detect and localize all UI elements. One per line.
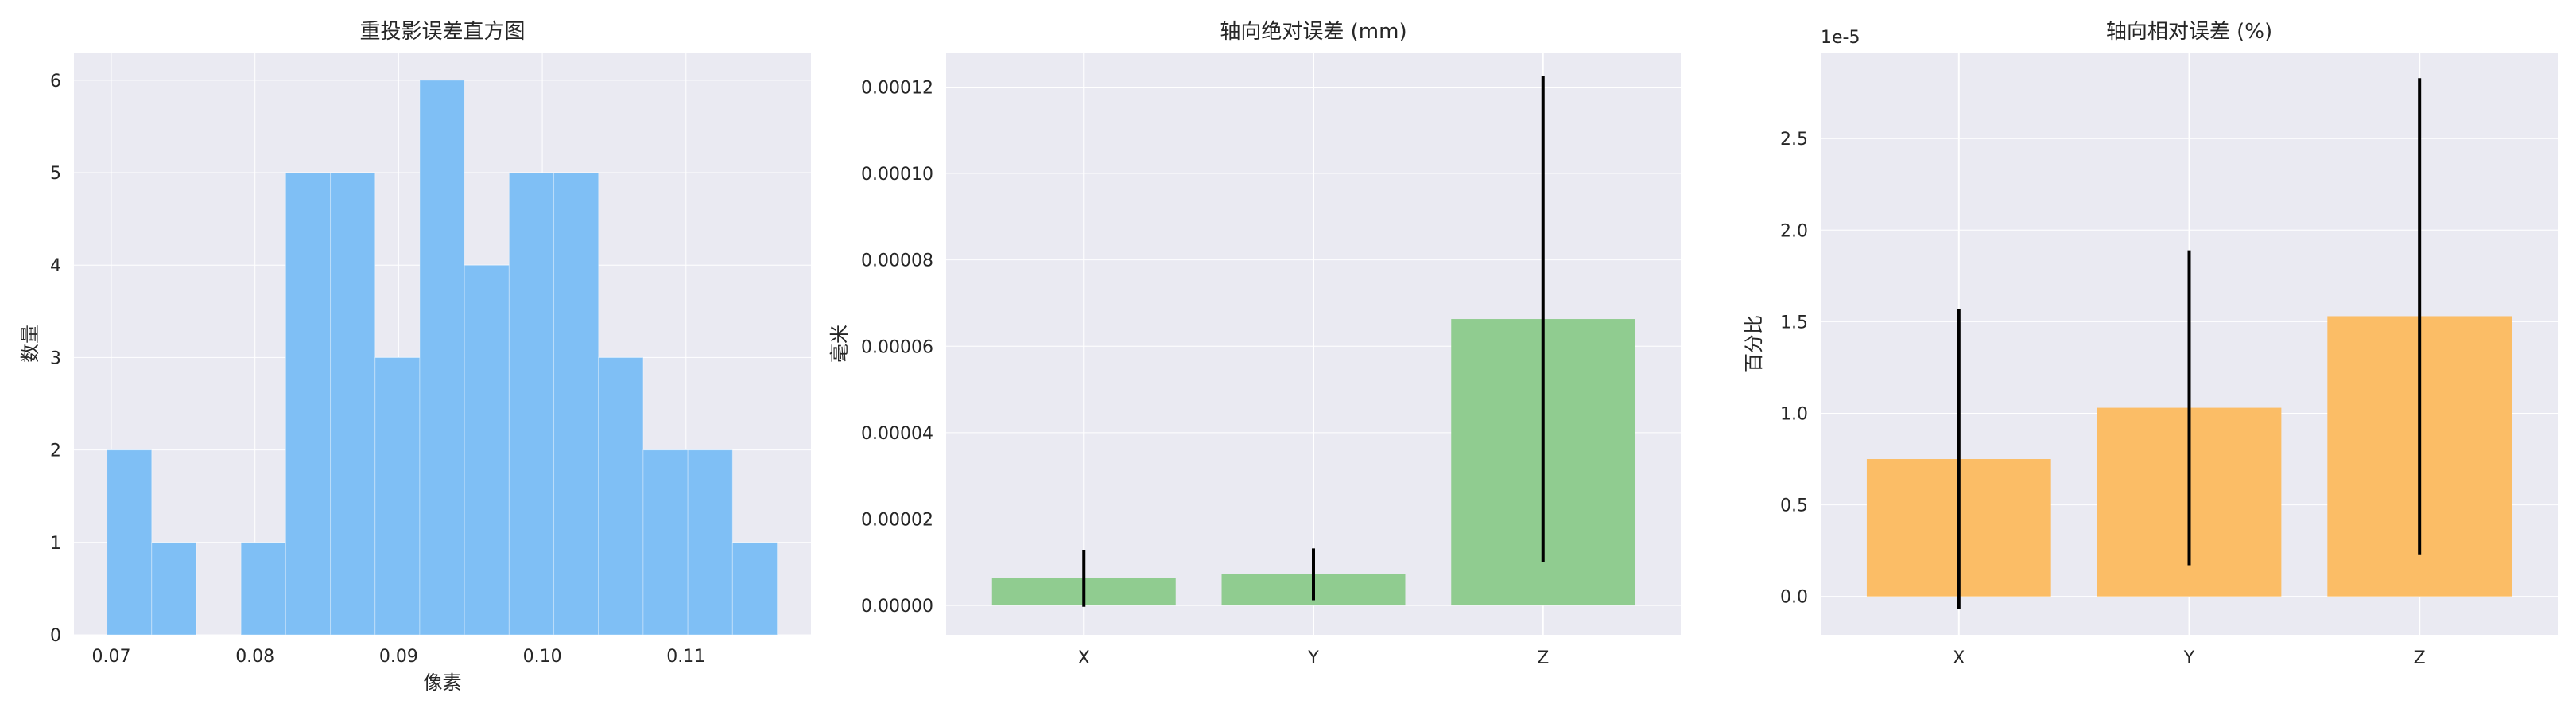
y-tick-label: 0.00010 [861, 165, 933, 185]
x-tick-label: X [1953, 648, 1965, 668]
x-tick-label: Y [2183, 648, 2195, 668]
x-tick-label: Z [2414, 648, 2426, 668]
y-axis-label: 百分比 [1743, 315, 1765, 372]
x-tick-label: 0.07 [91, 647, 130, 667]
x-tick-label: 0.08 [235, 647, 274, 667]
chart-title: 轴向相对误差 (%) [2106, 20, 2272, 44]
y-tick-label: 3 [50, 348, 61, 368]
histogram-bar [107, 449, 153, 636]
histogram-bar [464, 264, 510, 636]
x-tick-label: Z [1537, 648, 1549, 668]
y-axis-label: 数量 [19, 325, 41, 363]
relative-error-panel: 轴向相对误差 (%) X Y Z 0.0 0.5 1.0 1.5 2.0 2.5 1e-5 百分比 [1743, 20, 2558, 668]
histogram-bar [285, 172, 332, 636]
histogram-bar [151, 542, 197, 636]
absolute-error-panel: 轴向绝对误差 (mm) X Y Z 0.00000 0.00002 0.00004 0.000… [828, 20, 1681, 668]
histogram-bar [642, 449, 689, 636]
x-tick-label: Y [1307, 648, 1319, 668]
y-tick-label: 5 [50, 164, 61, 184]
y-tick-label: 1.0 [1780, 404, 1808, 424]
y-tick-label: 0.00008 [861, 251, 933, 271]
histogram-bar [508, 172, 555, 636]
y-tick-label: 2.5 [1780, 130, 1808, 150]
x-axis-label: 像素 [424, 671, 462, 694]
y-tick-label: 0.00000 [861, 597, 933, 617]
y-tick-label: 4 [50, 256, 61, 276]
bars [107, 80, 778, 636]
x-tick-label: 0.11 [666, 647, 705, 667]
histogram-bar [598, 356, 644, 636]
histogram-bar [687, 449, 733, 636]
histogram-bar [374, 356, 421, 636]
histogram-bar [419, 80, 465, 636]
y-tick-label: 0.00006 [861, 337, 933, 357]
chart-title: 轴向绝对误差 (mm) [1220, 20, 1406, 44]
y-tick-label: 0.00004 [861, 424, 933, 444]
axis-offset-label: 1e-5 [1821, 28, 1860, 48]
y-tick-label: 6 [50, 72, 61, 91]
histogram-bar [330, 172, 376, 636]
y-tick-label: 2.0 [1780, 221, 1808, 241]
x-tick-label: 0.10 [523, 647, 562, 667]
y-tick-label: 0 [50, 626, 61, 646]
error-bars [1957, 78, 2422, 609]
y-tick-label: 0.5 [1780, 496, 1808, 516]
histogram-panel: 重投影误差直方图 0.07 0.08 0.09 0.10 0.11 0 1 2 3 4 5 6 像素 数量 [19, 20, 811, 694]
histogram-bar [240, 542, 286, 636]
y-tick-label: 2 [50, 442, 61, 461]
x-tick-label: 0.09 [379, 647, 418, 667]
y-tick-label: 1 [50, 534, 61, 554]
y-axis-label: 毫米 [828, 325, 851, 363]
y-tick-label: 0.0 [1780, 588, 1808, 608]
x-tick-label: X [1078, 648, 1090, 668]
histogram-bar [731, 542, 778, 636]
error-bars [1082, 76, 1545, 607]
y-tick-label: 0.00012 [861, 78, 933, 98]
chart-title: 重投影误差直方图 [359, 20, 525, 44]
y-tick-label: 0.00002 [861, 510, 933, 530]
histogram-bar [553, 172, 599, 636]
y-tick-label: 1.5 [1780, 313, 1808, 333]
